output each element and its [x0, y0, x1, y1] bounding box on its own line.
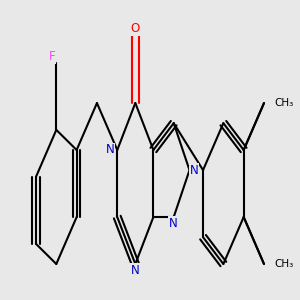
Text: O: O — [131, 22, 140, 35]
Text: CH₃: CH₃ — [274, 259, 294, 269]
Text: F: F — [49, 50, 55, 63]
Text: CH₃: CH₃ — [274, 98, 294, 108]
Text: N: N — [105, 143, 114, 157]
Text: N: N — [169, 217, 178, 230]
Text: N: N — [190, 164, 198, 177]
Text: N: N — [131, 263, 140, 277]
